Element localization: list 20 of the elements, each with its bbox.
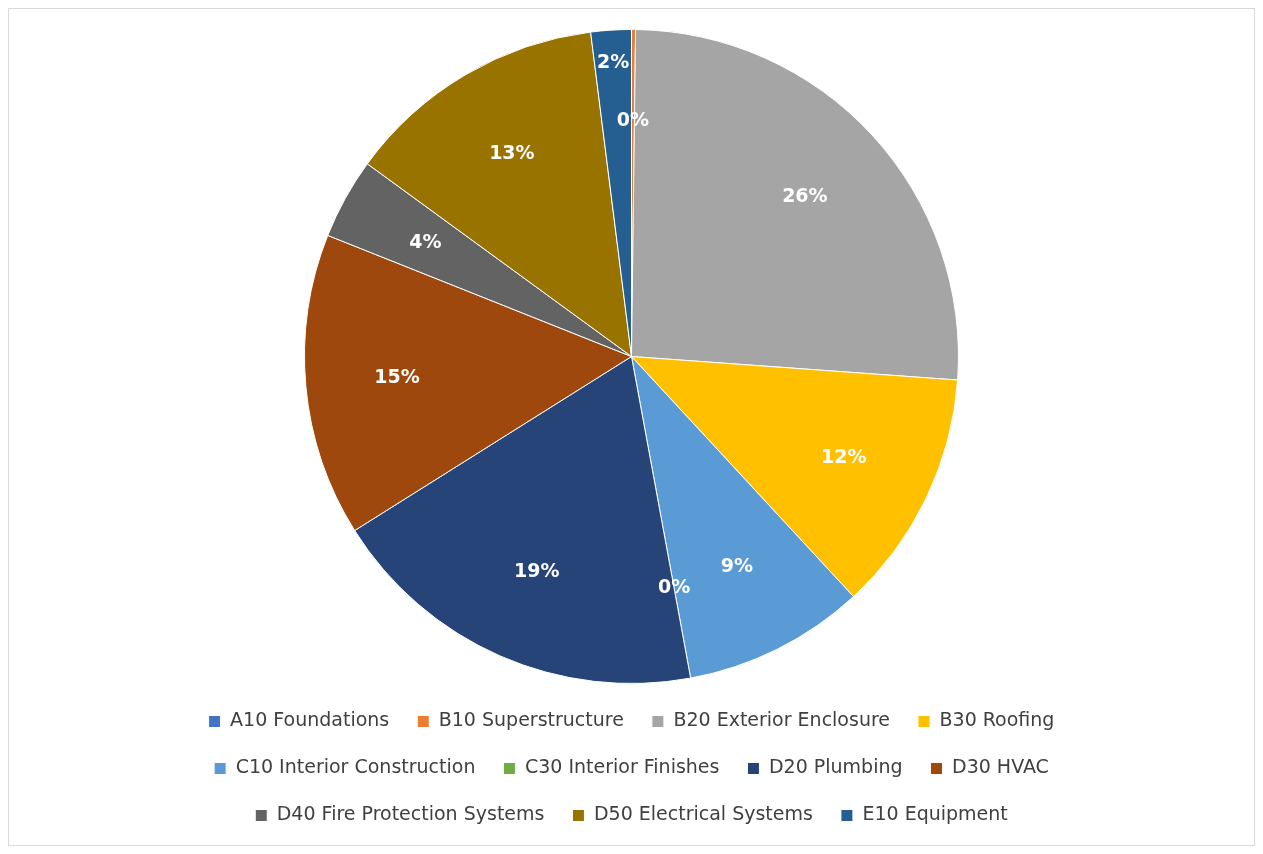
legend-label: E10 Equipment	[862, 802, 1008, 825]
legend-label: D20 Plumbing	[768, 755, 903, 778]
data-label: 0%	[616, 108, 650, 130]
legend-label: D30 HVAC	[952, 755, 1049, 778]
legend-label: B30 Roofing	[939, 708, 1055, 731]
data-label: 19%	[514, 559, 560, 581]
data-label: 26%	[782, 184, 828, 207]
legend-label: B20 Exterior Enclosure	[673, 708, 891, 731]
legend-label: D40 Fire Protection Systems	[276, 802, 545, 825]
legend-label: C30 Interior Finishes	[524, 755, 720, 778]
legend-label: A10 Foundations	[230, 708, 390, 731]
data-label: 9%	[720, 553, 753, 576]
data-label: 12%	[820, 445, 867, 468]
data-label: 13%	[489, 140, 535, 163]
legend-label: D50 Electrical Systems	[593, 802, 813, 825]
legend-label: B10 Superstructure	[438, 708, 624, 731]
data-label: 2%	[596, 49, 630, 72]
data-label: 4%	[409, 229, 442, 252]
legend-label: C10 Interior Construction	[235, 755, 476, 778]
data-label: 15%	[374, 364, 420, 387]
